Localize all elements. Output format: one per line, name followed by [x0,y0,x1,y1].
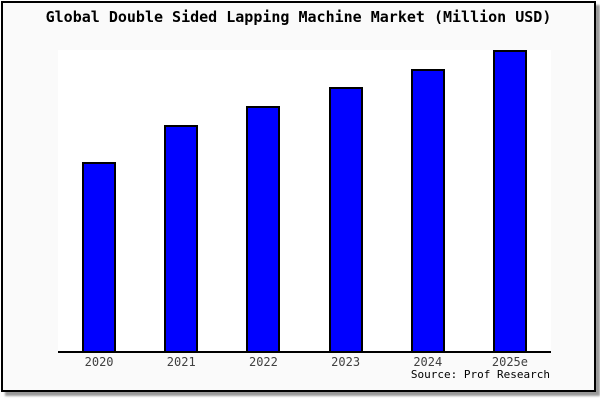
bar-2021 [164,124,199,351]
bar-2023 [328,87,363,351]
x-tick-label-2020: 2020 [84,355,114,369]
chart-frame: Global Double Sided Lapping Machine Mark… [1,1,596,392]
bar-2022 [246,106,281,351]
x-tick-label-2021: 2021 [166,355,196,369]
bar-slot [222,50,304,351]
source-credit: Source: Prof Research [410,368,550,381]
bar-slot [305,50,387,351]
x-tick-label-2023: 2023 [331,355,361,369]
bar-2024 [410,68,445,351]
chart-title: Global Double Sided Lapping Machine Mark… [45,8,552,26]
x-tick-label-2025e: 2025e [491,355,528,369]
bar-2025e [492,50,527,351]
bar-slot [469,50,551,351]
bar-slot [58,50,140,351]
bar-series [58,50,551,351]
x-tick-label-2022: 2022 [248,355,278,369]
bar-slot [387,50,469,351]
x-axis-tick-labels: 2020 2021 2022 2023 2024 2025e [58,355,551,369]
bar-2020 [82,161,117,351]
plot-area [58,50,551,353]
x-tick-label-2024: 2024 [413,355,443,369]
bar-slot [140,50,222,351]
